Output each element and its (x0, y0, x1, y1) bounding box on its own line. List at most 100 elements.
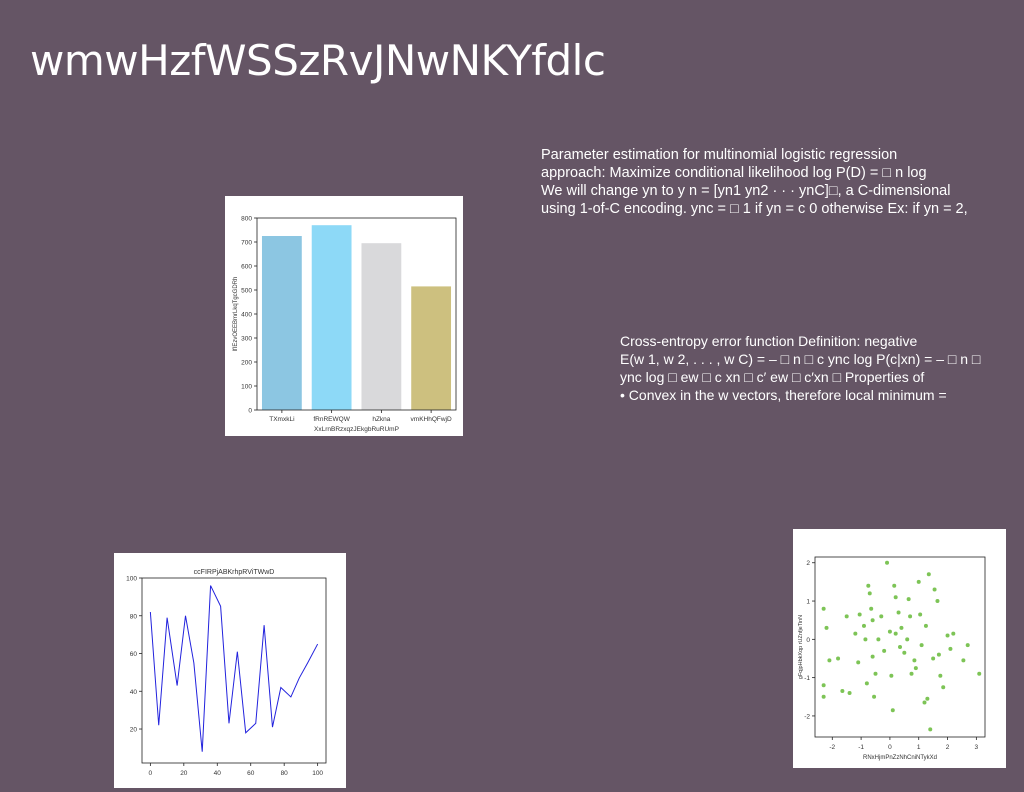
x-tick-label: 100 (312, 770, 323, 777)
scatter-point (882, 648, 887, 653)
y-tick-label: 1 (806, 599, 810, 606)
scatter-point (889, 673, 894, 678)
scatter-point (941, 685, 946, 690)
scatter-point (899, 625, 904, 630)
scatter-point (844, 614, 849, 619)
text-block-parameter-estimation: Parameter estimation for multinomial log… (541, 147, 968, 217)
scatter-point (893, 631, 898, 636)
x-axis-label: XxLrnBRzxqzJEkgbRuRUmP (314, 426, 399, 433)
bar-chart-panel: 0 100 200 300 400 500 600 700 800 TXmxkLi fRnREWQW… (225, 196, 463, 436)
scatter-point (932, 587, 937, 592)
x-tick-label: 80 (281, 770, 289, 777)
x-tick-label: 2 (946, 744, 950, 751)
bar-hZkna (361, 243, 402, 410)
scatter-point (864, 681, 869, 686)
x-tick-label: -1 (858, 744, 864, 751)
y-axis-label: gFqjpHbkXqp rUZnfjeTinN (798, 615, 804, 679)
scatter-point (965, 643, 970, 648)
scatter-point (873, 671, 878, 676)
y-tick-label: 2 (806, 560, 810, 567)
scatter-point (925, 696, 930, 701)
y-tick-label: 600 (241, 264, 252, 271)
scatter-point (977, 671, 982, 676)
scatter-point (887, 629, 892, 634)
scatter-point (912, 658, 917, 663)
scatter-point (856, 660, 861, 665)
scatter-point (936, 652, 941, 657)
scatter-point (866, 583, 871, 588)
plot-frame (141, 577, 327, 764)
scatter-point (885, 560, 890, 565)
scatter-chart: -2 -1 0 1 2 -2 -1 0 1 2 3 RNxHjmPnZzNhCniNTykXd gFqj… (798, 556, 986, 761)
y-tick-label: 100 (241, 384, 252, 391)
chart-title: ccFIRPjABKrhpRViTWwD (194, 569, 275, 576)
x-tick-label: TXmxkLi (269, 416, 294, 423)
scatter-point (872, 694, 877, 699)
scatter-point (890, 708, 895, 713)
series-line-0 (149, 585, 319, 752)
scatter-point (948, 646, 953, 651)
scatter-point (861, 623, 866, 628)
x-axis-label: RNxHjmPnZzNhCniNTykXd (863, 755, 937, 761)
scatter-point (857, 612, 862, 617)
scatter-point (905, 637, 910, 642)
y-tick-label: 20 (130, 727, 138, 734)
scatter-point (916, 579, 921, 584)
scatter-point (938, 673, 943, 678)
x-tick-label: 40 (214, 770, 222, 777)
y-tick-label: 700 (241, 240, 252, 247)
x-tick-label: 3 (975, 744, 979, 751)
scatter-point (867, 591, 872, 596)
y-tick-label: 0 (248, 408, 252, 415)
scatter-point (836, 656, 841, 661)
x-tick-label: 0 (149, 770, 153, 777)
scatter-point (847, 690, 852, 695)
scatter-point (821, 606, 826, 611)
y-tick-label: 200 (241, 360, 252, 367)
y-tick-label: 800 (241, 216, 252, 223)
scatter-point (870, 654, 875, 659)
scatter-point (908, 614, 913, 619)
scatter-point (898, 645, 902, 649)
y-tick-label: 100 (126, 576, 137, 583)
y-axis-label: lfIEzvOEEBmrLkqTgcGDRh (233, 277, 239, 352)
scatter-point (896, 610, 901, 615)
y-tick-label: 40 (130, 689, 138, 696)
bar-vmKHhQFwjD (411, 286, 452, 410)
text-block-cross-entropy: Cross-entropy error function Definition:… (620, 333, 981, 403)
scatter-point (935, 599, 940, 604)
scatter-point (840, 689, 845, 694)
y-tick-label: 400 (241, 312, 252, 319)
scatter-point (906, 597, 911, 602)
plot-frame (256, 217, 457, 411)
x-tick-label: 1 (917, 744, 921, 751)
y-tick-label: 80 (130, 613, 138, 620)
y-tick-label: 500 (241, 288, 252, 295)
x-tick-label: vmKHhQFwjD (411, 416, 452, 423)
scatter-point (876, 637, 881, 642)
line-chart-panel: ccFIRPjABKrhpRViTWwD 20 40 60 80 100 0 20 40 60 80… (114, 553, 346, 788)
plot-frame (814, 556, 986, 738)
scatter-point (928, 727, 933, 732)
y-tick-label: 0 (806, 637, 810, 644)
scatter-point (821, 683, 826, 688)
bar-fRnREWQW (311, 225, 352, 410)
bar-chart: 0 100 200 300 400 500 600 700 800 TXmxkLi fRnREWQW… (233, 216, 457, 433)
scatter-point (951, 631, 956, 636)
x-tick-label: hZkna (372, 416, 390, 423)
scatter-chart-panel: -2 -1 0 1 2 -2 -1 0 1 2 3 RNxHjmPnZzNhCniNTykXd gFqj… (793, 529, 1006, 768)
scatter-point (879, 614, 884, 619)
scatter-point (919, 643, 924, 648)
scatter-point (827, 658, 832, 663)
scatter-point (853, 631, 858, 636)
bar-TXmxkLi (261, 236, 302, 410)
x-tick-label: fRnREWQW (313, 416, 350, 423)
scatter-point (824, 625, 829, 630)
scatter-point (893, 595, 898, 600)
scatter-point (913, 666, 918, 671)
scatter-point (821, 694, 826, 699)
y-tick-label: -1 (804, 675, 810, 682)
x-tick-label: 60 (247, 770, 255, 777)
y-tick-label: 60 (130, 651, 138, 658)
scatter-point (918, 612, 923, 617)
